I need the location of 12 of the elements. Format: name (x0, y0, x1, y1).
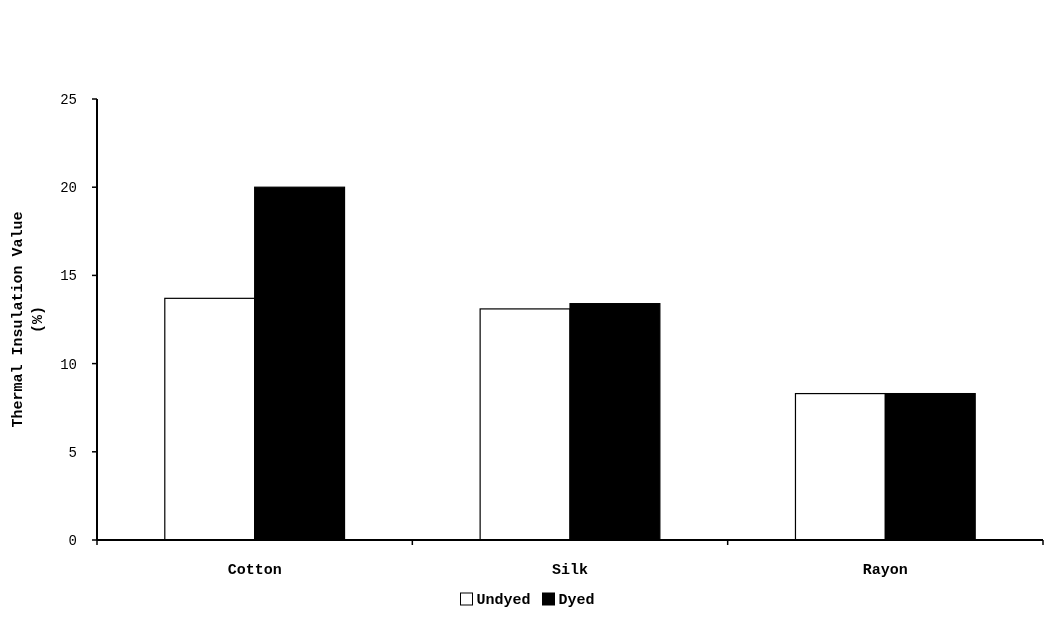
y-tick-label: 15 (60, 268, 77, 285)
x-tick-label: Rayon (862, 562, 908, 579)
y-tick-label: 5 (68, 444, 77, 461)
y-tick-label: 25 (60, 91, 77, 108)
y-tick-label: 10 (60, 356, 77, 373)
y-axis-title: Thermal Insulation Value (%) (10, 211, 47, 428)
legend-label: Dyed (558, 592, 595, 609)
y-tick-label: 20 (60, 180, 77, 197)
x-tick-label: Silk (551, 562, 589, 579)
x-tick-label: Cotton (227, 562, 282, 579)
legend-label: Undyed (476, 592, 531, 609)
y-tick-label: 0 (68, 532, 77, 549)
